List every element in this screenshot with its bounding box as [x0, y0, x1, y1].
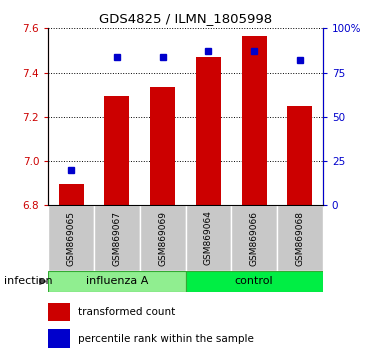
- Text: control: control: [235, 276, 273, 286]
- Text: GSM869065: GSM869065: [67, 211, 76, 266]
- Bar: [48, 329, 70, 348]
- Bar: [242, 36, 267, 205]
- Bar: [48, 271, 186, 292]
- Bar: [140, 205, 186, 271]
- Text: GSM869069: GSM869069: [158, 211, 167, 266]
- Text: influenza A: influenza A: [86, 276, 148, 286]
- Bar: [48, 303, 70, 321]
- Bar: [48, 205, 94, 271]
- Text: GSM869066: GSM869066: [250, 211, 259, 266]
- Bar: [196, 57, 221, 205]
- Bar: [186, 205, 231, 271]
- Text: GSM869064: GSM869064: [204, 211, 213, 266]
- Bar: [277, 205, 323, 271]
- Text: GSM869068: GSM869068: [295, 211, 304, 266]
- Bar: [186, 271, 323, 292]
- Bar: [150, 87, 175, 205]
- Text: transformed count: transformed count: [78, 307, 176, 317]
- Text: GDS4825 / ILMN_1805998: GDS4825 / ILMN_1805998: [99, 12, 272, 25]
- Text: percentile rank within the sample: percentile rank within the sample: [78, 333, 254, 343]
- Text: GSM869067: GSM869067: [112, 211, 121, 266]
- Bar: [231, 205, 277, 271]
- Text: infection: infection: [4, 276, 52, 286]
- Bar: [104, 96, 129, 205]
- Bar: [287, 106, 312, 205]
- Bar: [94, 205, 140, 271]
- Bar: [59, 184, 84, 205]
